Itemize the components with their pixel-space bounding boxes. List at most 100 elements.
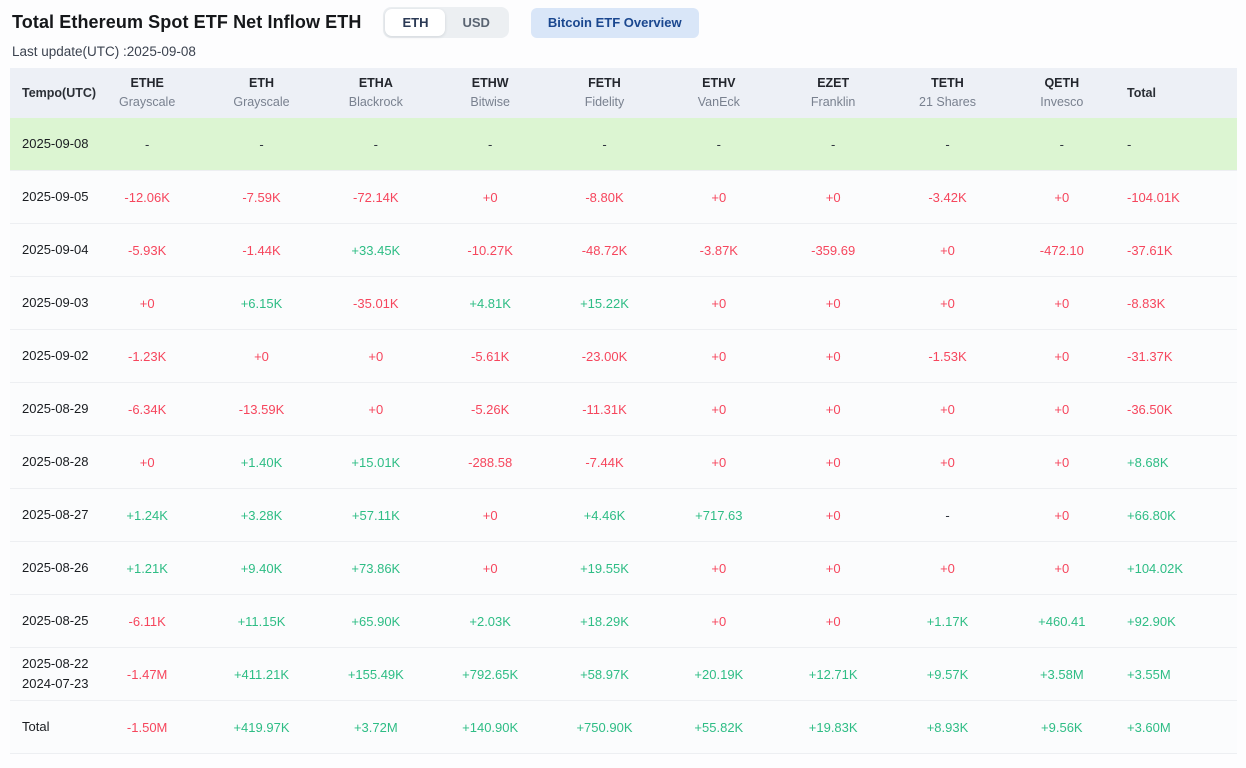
date-cell: 2025-08-27 <box>10 505 90 525</box>
value-cell-ezet: +0 <box>825 560 841 576</box>
total-cell: +66.80K <box>1127 507 1176 523</box>
table-row-total: Total -1.50M +419.97K +3.72M +140.90K +750.90… <box>10 701 1237 754</box>
value-cell-feth: -8.80K <box>585 189 624 205</box>
value-cell-qeth: +0 <box>1054 401 1070 417</box>
value-cell-qeth: +0 <box>1054 454 1070 470</box>
value-cell-etha: +155.49K <box>347 666 404 682</box>
value-cell-ezet: +0 <box>825 613 841 629</box>
total-cell: +104.02K <box>1127 560 1184 576</box>
issuer-name: 21 Shares <box>919 95 976 109</box>
column-header-total: Total <box>1127 85 1156 100</box>
value-cell-teth: -3.42K <box>928 189 967 205</box>
value-cell-etha: +33.45K <box>351 242 401 258</box>
table-row: 2025-09-04 -5.93K -1.44K +33.45K -10.27K -48.… <box>10 224 1237 277</box>
value-cell-etha: +65.90K <box>351 613 401 629</box>
total-cell: +8.68K <box>1127 454 1169 470</box>
value-cell-teth: +8.93K <box>926 719 969 735</box>
value-cell-ethw: +0 <box>482 507 498 523</box>
value-cell-qeth: -472.10 <box>1039 242 1084 258</box>
date-cell: 2025-09-04 <box>10 240 90 260</box>
value-cell-ezet: +0 <box>825 189 841 205</box>
value-cell-ethv: +0 <box>711 189 727 205</box>
value-cell-ethv: -3.87K <box>699 242 738 258</box>
table-row: 2025-08-25 -6.11K +11.15K +65.90K +2.03K +18.… <box>10 595 1237 648</box>
total-cell: +3.55M <box>1127 666 1171 682</box>
value-cell-ethw: +792.65K <box>462 666 519 682</box>
value-cell-ethw: +140.90K <box>462 719 519 735</box>
value-cell-qeth: +0 <box>1054 348 1070 364</box>
value-cell-etha: +3.72M <box>353 719 398 735</box>
column-header-ethv: ETHV VanEck <box>662 74 776 112</box>
date-line: 2025-09-08 <box>22 135 89 151</box>
value-cell-feth: -7.44K <box>585 454 624 470</box>
value-cell-ethe: -5.93K <box>128 242 167 258</box>
value-cell-feth: +15.22K <box>580 295 629 311</box>
date-line: 2025-08-27 <box>22 506 89 522</box>
value-cell-ethw: +0 <box>482 189 498 205</box>
value-cell-eth: -7.59K <box>242 189 281 205</box>
value-cell-feth: +18.29K <box>580 613 629 629</box>
value-cell-eth: +1.40K <box>240 454 283 470</box>
value-cell-qeth: +0 <box>1054 295 1070 311</box>
ticker-symbol: QETH <box>1044 76 1080 91</box>
table-row: 2025-09-08 - - - - - - - - - - <box>10 118 1237 171</box>
ticker-symbol: ETH <box>248 76 274 91</box>
date-cell: 2025-09-08 <box>10 134 90 154</box>
table-body: 2025-09-08 - - - - - - - - - - 2025-09-05 -12.06K -7.… <box>10 118 1237 754</box>
date-line: 2025-08-28 <box>22 453 89 469</box>
total-cell: +92.90K <box>1127 613 1176 629</box>
date-cell: 2025-08-29 <box>10 399 90 419</box>
value-cell-qeth: +460.41 <box>1038 613 1086 629</box>
value-cell-etha: -72.14K <box>353 189 399 205</box>
column-header-ethw: ETHW Bitwise <box>433 74 547 112</box>
table-row: 2025-09-02 -1.23K +0 +0 -5.61K -23.00K +0 +0 -1.… <box>10 330 1237 383</box>
value-cell-feth: +4.46K <box>583 507 626 523</box>
column-header-qeth: QETH Invesco <box>1005 74 1119 112</box>
total-cell: - <box>1127 136 1132 152</box>
issuer-name: Fidelity <box>584 95 625 109</box>
toggle-usd-button[interactable]: USD <box>445 9 506 36</box>
value-cell-ezet: +0 <box>825 295 841 311</box>
column-header-etha: ETHA Blackrock <box>319 74 433 112</box>
total-cell: -8.83K <box>1127 295 1166 311</box>
value-cell-teth: +0 <box>940 401 955 417</box>
bitcoin-etf-overview-button[interactable]: Bitcoin ETF Overview <box>530 7 699 38</box>
value-cell-ethv: +0 <box>711 295 727 311</box>
value-cell-ethe: -6.11K <box>128 613 166 629</box>
column-header-date: Tempo(UTC) <box>22 85 97 100</box>
value-cell-teth: - <box>945 507 950 523</box>
value-cell-eth: -1.44K <box>242 242 281 258</box>
value-cell-ezet: +0 <box>825 507 841 523</box>
date-cell: 2025-09-05 <box>10 187 90 207</box>
value-cell-qeth: +0 <box>1054 560 1070 576</box>
issuer-name: Grayscale <box>233 95 290 109</box>
column-header-teth: TETH 21 Shares <box>890 74 1004 112</box>
issuer-name: Bitwise <box>470 95 510 109</box>
toggle-eth-button[interactable]: ETH <box>385 9 446 36</box>
value-cell-etha: +0 <box>368 348 384 364</box>
value-cell-eth: - <box>259 136 264 152</box>
value-cell-ethe: +1.24K <box>126 507 168 523</box>
value-cell-ezet: +0 <box>825 348 841 364</box>
last-update-label: Last update(UTC) :2025-09-08 <box>12 44 196 59</box>
value-cell-ethv: +20.19K <box>694 666 744 682</box>
value-cell-ethv: +0 <box>711 348 727 364</box>
ticker-symbol: ETHA <box>358 76 393 91</box>
date-cell: 2025-08-22 2024-07-23 <box>10 654 90 694</box>
date-line: 2025-08-22 <box>22 655 89 671</box>
value-cell-ethw: +4.81K <box>469 295 511 311</box>
value-cell-ethv: +0 <box>711 454 727 470</box>
total-cell: -36.50K <box>1127 401 1173 417</box>
value-cell-ethv: +55.82K <box>694 719 744 735</box>
total-cell: +3.60M <box>1127 719 1171 735</box>
value-cell-ethv: +0 <box>711 401 727 417</box>
ticker-symbol: TETH <box>931 76 964 91</box>
page-title: Total Ethereum Spot ETF Net Inflow ETH <box>12 12 362 32</box>
ticker-symbol: ETHV <box>702 76 736 91</box>
date-line: 2025-08-26 <box>22 559 89 575</box>
etf-inflow-table: Tempo(UTC) ETHE Grayscale ETH Grayscale ETHA… <box>10 68 1237 754</box>
value-cell-qeth: +9.56K <box>1041 719 1083 735</box>
value-cell-eth: +0 <box>254 348 269 364</box>
value-cell-teth: +1.17K <box>926 613 969 629</box>
table-row: 2025-08-29 -6.34K -13.59K +0 -5.26K -11.31K +0… <box>10 383 1237 436</box>
